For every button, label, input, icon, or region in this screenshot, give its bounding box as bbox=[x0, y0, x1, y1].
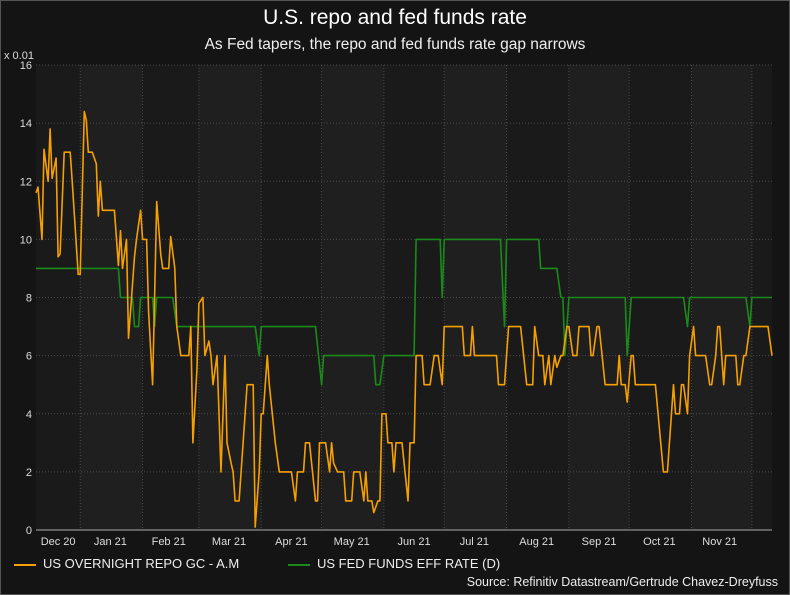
x-tick-label: Apr 21 bbox=[275, 536, 307, 548]
x-tick-label: Jan 21 bbox=[94, 536, 127, 548]
chart-subtitle: As Fed tapers, the repo and fed funds ra… bbox=[204, 36, 586, 53]
y-tick-label: 8 bbox=[26, 293, 32, 305]
x-tick-label: Mar 21 bbox=[212, 536, 246, 548]
legend-label-repo: US OVERNIGHT REPO GC - A.M bbox=[43, 556, 240, 571]
series-line-repo bbox=[35, 110, 773, 528]
y-tick-label: 6 bbox=[26, 351, 32, 363]
legend-label-fed-funds: US FED FUNDS EFF RATE (D) bbox=[317, 556, 501, 571]
x-tick-label: May 21 bbox=[334, 536, 370, 548]
x-tick-label: Feb 21 bbox=[152, 536, 186, 548]
x-tick-label: Dec 20 bbox=[41, 536, 76, 548]
y-tick-label: 4 bbox=[26, 409, 32, 421]
legend-item-fed-funds: US FED FUNDS EFF RATE (D) bbox=[288, 556, 500, 571]
x-tick-label: Jun 21 bbox=[398, 536, 431, 548]
y-tick-label: 16 bbox=[20, 60, 32, 72]
y-multiplier-label: x 0.01 bbox=[4, 50, 34, 62]
x-tick-label: Oct 21 bbox=[643, 536, 675, 548]
legend-item-repo: US OVERNIGHT REPO GC - A.M bbox=[14, 556, 239, 571]
y-tick-label: 12 bbox=[20, 176, 32, 188]
source-note: Source: Refinitiv Datastream/Gertrude Ch… bbox=[466, 575, 778, 589]
x-tick-label: Jul 21 bbox=[460, 536, 489, 548]
legend-swatch-fed-funds bbox=[288, 563, 310, 566]
y-tick-label: 0 bbox=[26, 525, 32, 537]
x-tick-label: Nov 21 bbox=[702, 536, 737, 548]
y-tick-label: 2 bbox=[26, 467, 32, 479]
y-tick-label: 14 bbox=[20, 118, 32, 130]
chart-title: U.S. repo and fed funds rate bbox=[263, 6, 527, 29]
legend-swatch-repo bbox=[14, 563, 36, 566]
x-tick-label: Sep 21 bbox=[582, 536, 617, 548]
y-tick-label: 10 bbox=[20, 234, 32, 246]
x-tick-label: Aug 21 bbox=[519, 536, 554, 548]
